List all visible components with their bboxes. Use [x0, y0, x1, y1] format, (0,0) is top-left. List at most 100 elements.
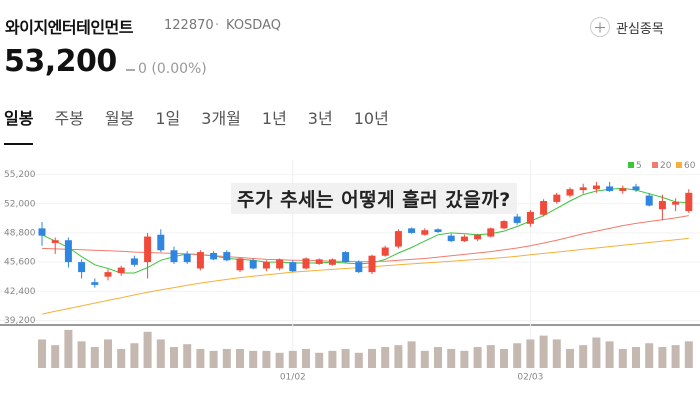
legend-label: 5: [636, 161, 642, 171]
y-tick-label: 39,200: [4, 316, 36, 326]
candle-body: [434, 229, 442, 233]
price-change: 0 (0.00%): [138, 61, 207, 77]
tab[interactable]: 월봉: [104, 109, 135, 128]
candle-body: [381, 247, 389, 256]
watch-label: 관심종목: [616, 21, 664, 37]
volume-bar: [130, 343, 139, 368]
candle-body: [51, 240, 59, 243]
plus-icon: [590, 17, 610, 37]
tab[interactable]: 일봉: [4, 105, 34, 145]
y-tick-label: 55,200: [4, 170, 36, 180]
candle-body: [553, 194, 561, 202]
x-tick-label: 02/03: [517, 373, 543, 383]
candle-body: [566, 189, 574, 196]
moving-average: [41, 187, 689, 274]
candle-body: [91, 282, 99, 285]
volume-bar: [605, 341, 614, 368]
candle-body: [130, 258, 138, 265]
candle-body: [38, 228, 46, 236]
volume-bar: [209, 350, 218, 368]
tab[interactable]: 1일: [155, 109, 181, 128]
volume-bar: [77, 341, 86, 368]
stock-code: 122870: [164, 18, 214, 33]
tab[interactable]: 3개월: [201, 109, 241, 128]
volume-bar: [513, 343, 522, 368]
candle-body: [658, 201, 666, 210]
candle-body: [157, 234, 165, 251]
volume-bar: [552, 339, 561, 368]
market: KOSDAQ: [226, 18, 281, 33]
volume-bar: [288, 350, 297, 368]
tab[interactable]: 1년: [261, 109, 287, 128]
candle-body: [183, 253, 191, 263]
volume-bar: [354, 352, 363, 368]
volume-bar: [117, 348, 126, 368]
candle-body: [421, 230, 429, 235]
volume-bar: [447, 348, 456, 368]
tab[interactable]: 10년: [353, 109, 389, 128]
candle-body: [487, 228, 495, 237]
volume-bar: [486, 345, 495, 368]
volume-bar: [592, 337, 601, 368]
chart: 55,200 52,000 48,800 45,600 42,400 39,200 01/0…: [0, 160, 700, 383]
volume-bar: [236, 348, 244, 368]
candle-body: [460, 236, 468, 242]
candle-body: [474, 234, 482, 240]
volume-bar: [262, 350, 271, 368]
volume-bar: [394, 345, 403, 368]
candle-body: [276, 259, 284, 269]
volume-bar: [64, 329, 73, 368]
candle-body: [104, 272, 112, 277]
volume-bar: [302, 348, 310, 368]
legend-swatch: [652, 162, 658, 168]
change: 0: [138, 61, 147, 77]
candle-body: [632, 186, 640, 191]
candle-body: [236, 258, 244, 271]
overlay-title: 주가 추세는 어떻게 흘러 갔을까?: [231, 183, 517, 214]
candle-body: [408, 228, 416, 233]
separator: ·: [215, 18, 220, 33]
candle-body: [447, 235, 455, 242]
volume-bar: [566, 348, 574, 368]
volume-bar: [500, 348, 508, 368]
volume-bar: [170, 347, 178, 368]
volume-bar: [473, 347, 482, 368]
volume-bar: [328, 350, 337, 368]
candle-body: [592, 185, 600, 190]
volume-bar: [539, 335, 548, 368]
candle-body: [526, 211, 534, 224]
volume-bar: [420, 350, 429, 368]
legend-label: 60: [684, 161, 696, 171]
watch-button[interactable]: 관심종목: [590, 15, 664, 39]
volume-bar: [38, 339, 46, 368]
volume-bar: [196, 348, 205, 368]
y-tick-label: 52,000: [4, 199, 36, 209]
candle-body: [289, 262, 297, 272]
y-tick-label: 48,800: [4, 228, 36, 238]
volume-bar: [368, 348, 376, 368]
volume-bar: [104, 339, 112, 368]
tab[interactable]: 3년: [307, 109, 333, 128]
volume-bar: [183, 344, 192, 368]
candle-body: [606, 186, 614, 191]
volume-bar: [618, 348, 627, 368]
volume-bar: [579, 345, 588, 368]
volume-bar: [434, 347, 442, 368]
candle-body: [394, 231, 402, 247]
candle-body: [249, 260, 257, 269]
candle-body: [368, 255, 376, 273]
tab[interactable]: 주봉: [54, 109, 84, 128]
candle-body: [579, 187, 587, 191]
y-tick-label: 42,400: [4, 287, 36, 297]
candle-body: [223, 252, 231, 261]
volume-bar: [51, 345, 60, 368]
volume-bar: [143, 331, 152, 368]
volume-bar: [658, 347, 667, 368]
volume-bar: [90, 347, 99, 368]
volume-bar: [645, 343, 654, 368]
candle-body: [645, 195, 653, 206]
volume-bar: [275, 352, 284, 368]
volume-bar: [341, 348, 350, 368]
candle-body: [328, 259, 336, 265]
